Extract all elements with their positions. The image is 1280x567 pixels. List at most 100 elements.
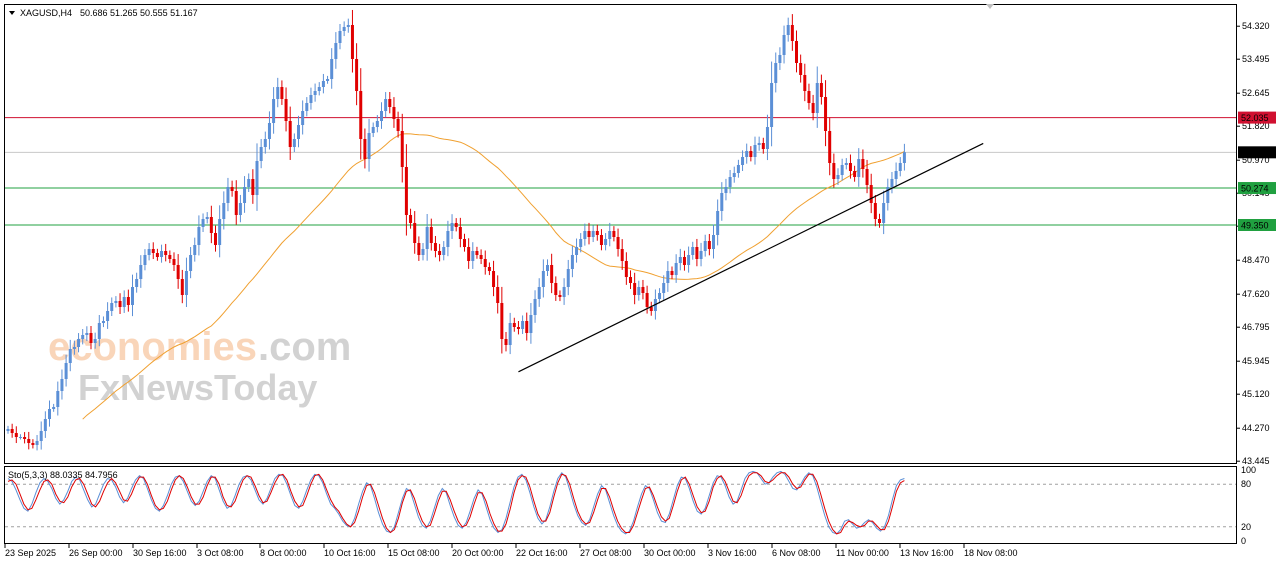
candle-bull: [604, 239, 608, 245]
time-tick-label: 6 Nov 08:00: [772, 548, 821, 558]
candle-bull: [18, 437, 22, 438]
candle-bear: [209, 217, 213, 233]
candle-bear: [612, 231, 616, 237]
stoch-axis-label: 20: [1241, 522, 1251, 532]
price-level-tag-resistance: [1238, 111, 1276, 124]
candle-bear: [695, 247, 699, 259]
candle-bear: [483, 259, 487, 267]
candle-bear: [819, 83, 823, 97]
candle-bear: [790, 25, 794, 41]
time-tick-label: 30 Sep 16:00: [133, 548, 187, 558]
candle-bear: [172, 259, 176, 265]
candle-bull: [471, 251, 475, 261]
candle-bear: [682, 257, 686, 265]
candle-bull: [724, 187, 728, 193]
stoch-label: Sto(5,3,3) 88.0335 84.7956: [8, 470, 118, 480]
symbol-label: XAGUSD,H4: [20, 8, 72, 18]
candle-bull: [263, 139, 267, 147]
candle-bull: [699, 251, 703, 259]
candle-bear: [649, 307, 653, 311]
candle-bull: [218, 219, 222, 245]
candle-bear: [429, 227, 433, 243]
candle-bear: [848, 163, 852, 171]
candle-bear: [707, 241, 711, 249]
candle-bull: [122, 297, 126, 307]
candle-bull: [508, 323, 512, 345]
chart-shift-marker-icon[interactable]: [986, 4, 994, 9]
candle-bull: [546, 265, 549, 271]
time-tick-label: 18 Nov 08:00: [964, 548, 1018, 558]
price-tick-label: 48.470: [1242, 255, 1270, 265]
time-tick-label: 13 Nov 16:00: [900, 548, 954, 558]
candle-bull: [255, 161, 259, 195]
candle-bear: [869, 185, 873, 203]
candle-bear: [516, 327, 520, 329]
stochastic-panel: [5, 470, 1236, 535]
price-tick-label: 44.270: [1242, 423, 1270, 433]
trendline-line[interactable]: [518, 142, 984, 373]
time-axis[interactable]: 23 Sep 2025 26 Sep 00:00 30 Sep 16:00 3 Oct…: [4, 544, 1018, 558]
trendline[interactable]: [518, 142, 984, 373]
candle-bull: [35, 441, 39, 445]
candle-bull: [201, 219, 205, 227]
watermark-fxnewstoday: FxNewsToday: [78, 367, 317, 408]
candle-bear: [512, 323, 516, 327]
candle-bear: [454, 223, 458, 227]
candle-bear: [620, 249, 624, 261]
candle-bull: [321, 81, 325, 87]
ma-line: [82, 133, 905, 420]
candle-bull: [238, 203, 242, 215]
candle-bull: [147, 249, 151, 255]
price-axis[interactable]: 54.32053.49552.64551.82050.97050.14549.3…: [1236, 21, 1276, 466]
symbol-menu-triangle-icon[interactable]: [9, 11, 15, 15]
stoch-axis-label: 0: [1241, 536, 1246, 546]
candle-bull: [782, 35, 786, 55]
candle-bull: [442, 247, 446, 255]
candle-bull: [786, 25, 790, 35]
candle-bear: [645, 293, 649, 307]
candle-bear: [554, 283, 558, 295]
time-tick-label: 20 Oct 00:00: [452, 548, 504, 558]
candle-bear: [413, 223, 417, 243]
candle-bear: [126, 297, 130, 305]
candle-bull: [840, 165, 844, 175]
candle-bull: [226, 187, 230, 203]
price-tick-label: 47.620: [1242, 289, 1270, 299]
candle-bull: [222, 203, 226, 219]
candle-bull: [184, 271, 188, 295]
candle-bear: [388, 99, 392, 107]
candle-bull: [778, 55, 782, 63]
candle-bear: [363, 139, 367, 159]
price-level-tag-support: [1238, 182, 1276, 195]
candle-bear: [176, 265, 180, 279]
candle-bear: [500, 303, 504, 339]
candle-bull: [678, 257, 682, 263]
price-tick-label: 51.820: [1242, 121, 1270, 131]
candle-bull: [753, 145, 757, 157]
candle-bear: [853, 171, 857, 177]
candle-bull: [562, 287, 566, 297]
candle-bull: [309, 95, 313, 103]
price-tick-label: 45.945: [1242, 356, 1270, 366]
candle-bull: [64, 363, 68, 379]
candle-bear: [670, 271, 674, 275]
candle-bear: [404, 167, 408, 215]
candle-bear: [438, 251, 442, 255]
candle-bull: [346, 25, 350, 27]
candle-bear: [550, 265, 554, 283]
candle-bull: [247, 179, 251, 187]
stoch-axis-label: 100: [1241, 465, 1256, 475]
candle-bear: [463, 239, 466, 247]
candle-bear: [409, 215, 413, 223]
price-level-tag-label: 51.167: [1241, 148, 1269, 158]
price-tick-label: 43.445: [1242, 456, 1270, 466]
candle-bull: [570, 255, 574, 269]
stoch-axis: 100 80 20 0: [1241, 465, 1256, 546]
candle-bear: [118, 301, 122, 307]
candle-bull: [189, 255, 193, 271]
candle-bear: [180, 279, 184, 295]
candle-bear: [27, 439, 31, 443]
stoch-main-line: [7, 470, 905, 535]
candle-bull: [81, 335, 85, 339]
candle-bull: [305, 103, 309, 111]
